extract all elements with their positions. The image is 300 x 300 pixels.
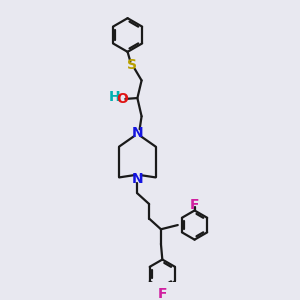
Text: H: H <box>108 90 120 104</box>
Text: O: O <box>117 92 128 106</box>
Text: F: F <box>190 198 199 212</box>
Text: F: F <box>158 287 167 300</box>
Text: N: N <box>132 126 143 140</box>
Text: N: N <box>132 172 143 186</box>
Text: S: S <box>127 58 137 72</box>
